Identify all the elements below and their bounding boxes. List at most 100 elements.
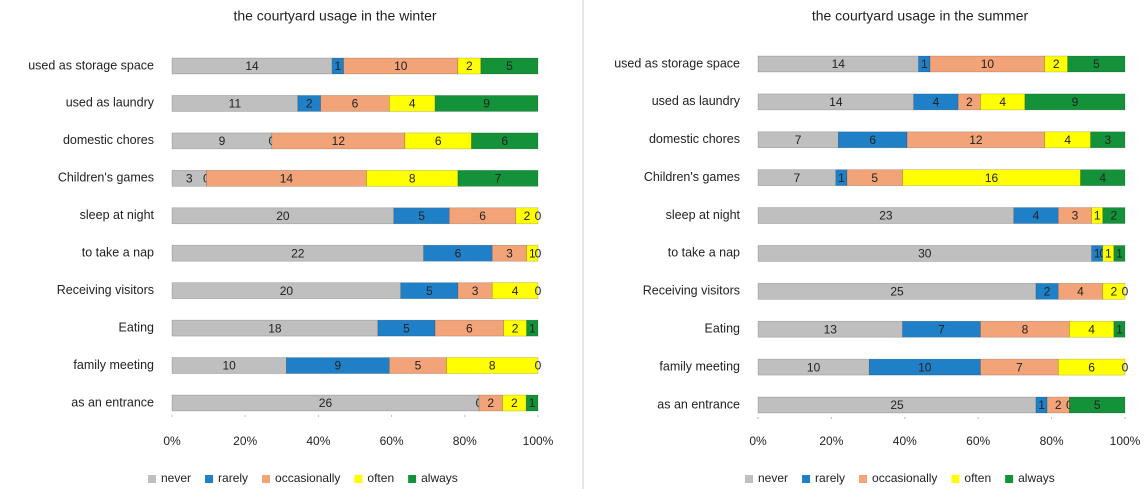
data-label: 2 [1111, 285, 1118, 299]
category-label: used as laundry [66, 96, 155, 110]
bar-segment [1067, 55, 1126, 73]
data-label: 4 [1088, 322, 1095, 336]
data-label: 5 [426, 284, 433, 298]
legend-label: often [964, 471, 991, 485]
bar-segment [1057, 358, 1126, 376]
data-label: 8 [409, 172, 416, 186]
legend-swatch [1005, 475, 1014, 483]
x-tick-label: 40% [893, 434, 917, 448]
category-label: used as laundry [652, 94, 741, 108]
legend-swatch [951, 475, 960, 483]
data-label: 1 [1038, 398, 1045, 412]
data-label: 20 [280, 284, 294, 298]
data-label: 0 [1122, 360, 1129, 374]
data-label: 16 [985, 171, 999, 185]
legend-label: never [758, 471, 788, 485]
data-label: 7 [495, 172, 502, 186]
data-label: 2 [1055, 398, 1062, 412]
legend-swatch [859, 475, 868, 483]
category-label: family meeting [73, 358, 154, 372]
legend-label: always [421, 471, 458, 485]
data-label: 25 [890, 285, 904, 299]
data-label: 5 [1094, 398, 1101, 412]
data-label: 6 [435, 134, 442, 148]
category-label: used as storage space [28, 58, 154, 72]
data-label: 2 [466, 59, 473, 73]
category-label: Children's games [58, 171, 154, 185]
data-label: 3 [506, 246, 513, 260]
data-label: 14 [245, 59, 259, 73]
category-label: family meeting [659, 359, 740, 373]
category-label: as an entrance [657, 397, 740, 411]
x-tick-label: 60% [966, 434, 990, 448]
bar-segment [446, 357, 539, 374]
data-label: 14 [829, 95, 843, 109]
x-tick-label: 20% [819, 434, 843, 448]
data-label: 10 [807, 360, 821, 374]
data-label: 30 [918, 247, 932, 261]
data-label: 5 [415, 359, 422, 373]
chart-title: the courtyard usage in the summer [812, 8, 1029, 24]
category-label: Eating [119, 320, 154, 334]
bar-segment [1069, 396, 1126, 414]
bar-segment [868, 358, 981, 376]
data-label: 5 [871, 171, 878, 185]
legend-label: occasionally [275, 471, 340, 485]
category-label: Receiving visitors [643, 284, 740, 298]
data-label: 14 [832, 57, 846, 71]
bar-segment [393, 207, 450, 225]
data-label: 9 [335, 359, 342, 373]
bar-segment [1102, 207, 1126, 224]
data-label: 11 [229, 97, 242, 111]
data-label: 1 [838, 171, 845, 185]
data-label: 6 [501, 134, 508, 148]
bar-segment [757, 207, 1015, 224]
data-label: 1 [1116, 247, 1123, 261]
data-label: 3 [186, 172, 193, 186]
x-tick-label: 0% [163, 434, 181, 448]
chart-title: the courtyard usage in the winter [233, 8, 436, 24]
data-label: 0 [535, 359, 542, 373]
data-label: 4 [409, 97, 416, 111]
data-label: 4 [512, 284, 519, 298]
category-label: domestic chores [63, 133, 154, 147]
data-label: 1 [335, 59, 342, 73]
x-tick-label: 0% [749, 434, 767, 448]
data-label: 23 [879, 209, 893, 223]
data-label: 1 [1094, 247, 1101, 261]
data-label: 7 [795, 133, 802, 147]
bar-segment [1113, 245, 1126, 262]
data-label: 14 [280, 172, 294, 186]
data-label: 6 [1088, 360, 1095, 374]
data-label: 5 [403, 321, 410, 335]
data-label: 2 [487, 396, 494, 410]
bar-segment [471, 132, 539, 150]
data-label: 4 [1033, 209, 1040, 223]
legend-label: never [161, 471, 191, 485]
legend-label: always [1018, 471, 1055, 485]
data-label: 12 [969, 133, 983, 147]
x-tick-label: 80% [453, 434, 477, 448]
category-label: used as storage space [614, 56, 740, 70]
data-label: 1 [529, 396, 536, 410]
data-label: 0 [1122, 285, 1129, 299]
data-label: 4 [1099, 171, 1106, 185]
category-label: to take a nap [82, 246, 154, 260]
legend-swatch [262, 475, 271, 483]
bar-segment [457, 170, 539, 187]
data-label: 4 [999, 95, 1006, 109]
bar-segment [434, 95, 539, 112]
data-label: 6 [466, 321, 473, 335]
data-label: 8 [1022, 322, 1029, 336]
data-label: 0 [535, 209, 542, 223]
data-label: 25 [890, 398, 904, 412]
data-label: 1 [1116, 322, 1123, 336]
data-label: 1 [529, 321, 536, 335]
data-label: 22 [291, 246, 305, 260]
data-label: 4 [933, 95, 940, 109]
data-label: 2 [966, 95, 973, 109]
data-label: 3 [1072, 209, 1079, 223]
bar-segment [1024, 93, 1126, 111]
category-label: sleep at night [80, 208, 155, 222]
